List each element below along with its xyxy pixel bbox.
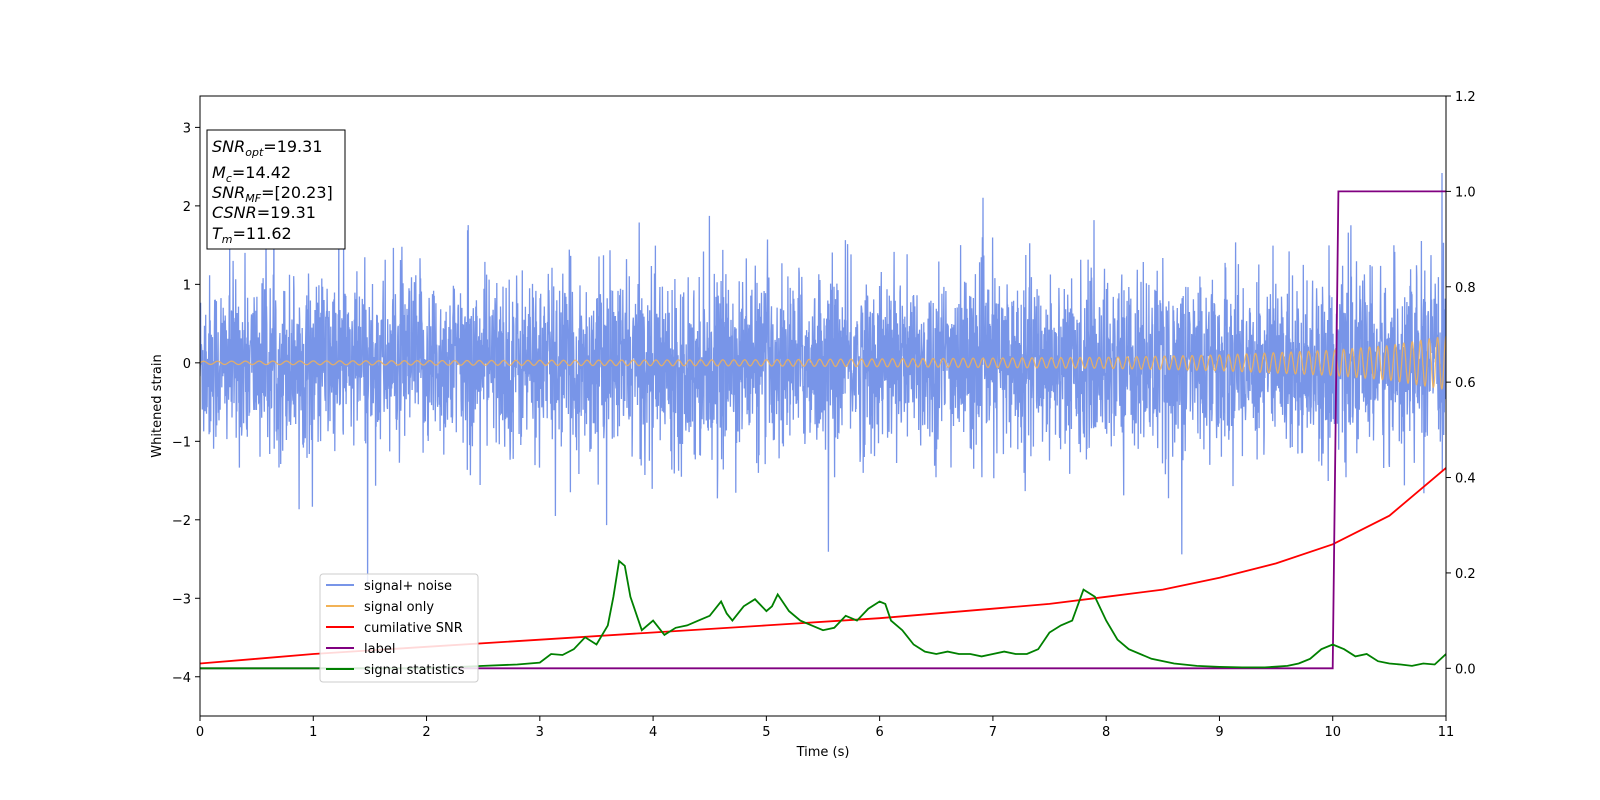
- right-y-tick-label: 0.6: [1455, 376, 1476, 391]
- x-tick-label: 9: [1215, 725, 1223, 740]
- x-tick-label: 4: [649, 725, 657, 740]
- left-y-axis-ticks: −4 −3 −2 −1 0 1 2 3: [172, 121, 200, 686]
- left-y-tick-label: −3: [172, 592, 191, 607]
- left-y-axis-label: Whitened strain: [150, 354, 165, 457]
- x-tick-label: 1: [309, 725, 317, 740]
- right-y-tick-label: 0.4: [1455, 472, 1476, 487]
- x-tick-label: 10: [1324, 725, 1341, 740]
- x-tick-label: 8: [1102, 725, 1110, 740]
- left-y-tick-label: −2: [172, 514, 191, 529]
- plot-frame: [199, 95, 1447, 717]
- left-y-tick-label: −1: [172, 435, 191, 450]
- left-y-tick-label: 2: [183, 200, 191, 215]
- x-tick-label: 0: [196, 725, 204, 740]
- x-tick-label: 3: [536, 725, 544, 740]
- left-y-tick-label: 1: [183, 278, 191, 293]
- x-tick-label: 11: [1438, 725, 1455, 740]
- right-y-tick-label: 0.8: [1455, 281, 1476, 296]
- right-y-tick-label: 0.0: [1455, 662, 1476, 677]
- series-label-line: [200, 190, 1446, 670]
- right-y-tick-label: 0.2: [1455, 567, 1476, 582]
- x-tick-label: 6: [875, 725, 883, 740]
- info-tm: Tm=11.62: [212, 224, 292, 246]
- right-y-axis-ticks: 0.0 0.2 0.4 0.6 0.8 1.0 1.2: [1446, 90, 1476, 677]
- x-axis-label: Time (s): [796, 745, 850, 760]
- legend-label-label: label: [364, 642, 395, 657]
- x-tick-label: 2: [422, 725, 430, 740]
- x-tick-label: 7: [989, 725, 997, 740]
- series-signal-noise-line: [200, 172, 1446, 588]
- legend-frame: [319, 573, 479, 683]
- info-box: SNRopt=19.31 Mc=14.42 SNRMF=[20.23] CSNR…: [206, 129, 346, 250]
- right-y-tick-label: 1.2: [1455, 90, 1476, 105]
- legend-label-signal-noise: signal+ noise: [364, 579, 452, 594]
- info-mc: Mc=14.42: [212, 163, 291, 185]
- info-csnr: CSNR=19.31: [212, 203, 316, 222]
- left-y-tick-label: 3: [183, 121, 191, 136]
- legend-label-signal-statistics: signal statistics: [364, 663, 465, 678]
- legend-label-signal-only: signal only: [364, 600, 434, 615]
- x-axis-ticks: 0 1 2 3 4 5 6 7 8 9 10 11: [196, 716, 1454, 740]
- x-tick-label: 5: [762, 725, 770, 740]
- info-snr-mf: SNRMF=[20.23]: [212, 183, 333, 205]
- legend: signal+ noise signal only cumilative SNR…: [319, 573, 479, 683]
- info-box-frame: [206, 129, 346, 250]
- series-signal-statistics-line: [200, 559, 1446, 670]
- right-y-tick-label: 1.0: [1455, 185, 1476, 200]
- info-snr-opt: SNRopt=19.31: [212, 137, 323, 159]
- legend-label-cumulative-snr: cumilative SNR: [364, 621, 463, 636]
- left-y-tick-label: −4: [172, 671, 191, 686]
- left-y-tick-label: 0: [183, 357, 191, 372]
- series-signal-only-line: [200, 335, 1446, 390]
